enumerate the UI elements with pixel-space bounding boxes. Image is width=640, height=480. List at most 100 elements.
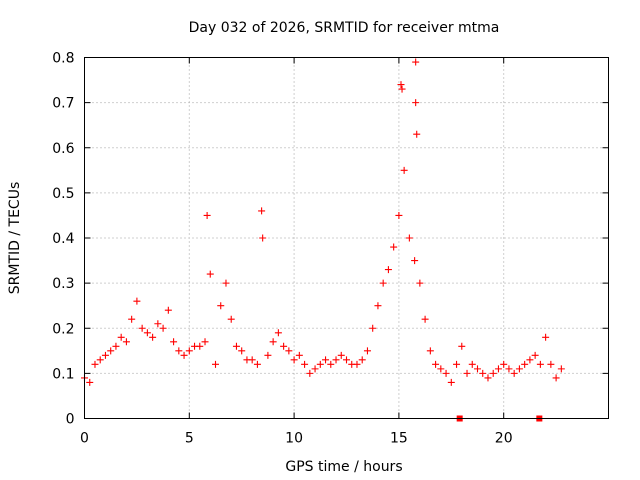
data-point	[374, 302, 382, 310]
data-point	[253, 360, 261, 368]
chart-title: Day 032 of 2026, SRMTID for receiver mtm…	[189, 20, 500, 36]
data-point	[295, 351, 303, 359]
data-point	[505, 365, 513, 373]
data-point	[343, 356, 350, 364]
x-tick-label: 20	[495, 431, 513, 447]
data-point	[322, 356, 330, 364]
y-tick-label: 0	[66, 412, 75, 428]
data-point	[327, 360, 335, 368]
data-point	[426, 347, 434, 355]
axis-ticks: 0 5 10 15 20 0 0.1 0.2 0.3 0.4 0.5 0.6 0.7 0.8	[52, 51, 609, 447]
data-point	[311, 365, 319, 373]
data-point	[474, 365, 481, 373]
data-point	[86, 378, 94, 386]
y-tick-label: 0.4	[52, 231, 74, 247]
data-point	[91, 360, 99, 368]
data-point	[552, 374, 560, 382]
data-point	[143, 329, 151, 337]
data-point	[227, 315, 235, 323]
data-point	[437, 365, 445, 373]
peak-point	[258, 207, 266, 215]
data-point	[101, 351, 109, 359]
data-points	[81, 58, 565, 422]
data-point	[164, 306, 172, 314]
y-tick-label: 0.3	[52, 276, 74, 292]
data-point	[138, 324, 146, 332]
data-point	[479, 369, 487, 377]
data-point	[484, 374, 492, 382]
x-tick-label: 15	[390, 431, 408, 447]
peak-point	[398, 85, 406, 93]
data-point	[180, 351, 188, 359]
data-point	[411, 257, 419, 265]
data-point	[201, 338, 209, 346]
data-point	[515, 365, 523, 373]
data-point	[301, 360, 309, 368]
data-point	[238, 347, 246, 355]
data-point	[557, 365, 565, 373]
data-point	[175, 347, 183, 355]
data-point	[206, 270, 214, 278]
data-point	[353, 360, 361, 368]
data-point	[96, 356, 104, 364]
grid	[84, 57, 609, 419]
data-point	[306, 369, 314, 377]
data-point	[463, 369, 471, 377]
data-point	[416, 279, 424, 287]
data-point	[400, 166, 408, 174]
data-point	[149, 333, 157, 341]
y-tick-label: 0.5	[52, 186, 74, 202]
data-point	[494, 365, 502, 373]
data-point	[432, 360, 440, 368]
y-tick-label: 0.2	[52, 321, 74, 337]
y-tick-label: 0.6	[52, 141, 74, 157]
data-point	[212, 360, 219, 368]
peak-point	[203, 211, 211, 219]
data-point	[274, 329, 282, 337]
peak-point	[412, 58, 420, 66]
x-axis-label: GPS time / hours	[285, 459, 402, 475]
data-point	[547, 360, 555, 368]
data-point	[185, 347, 193, 355]
peak-point	[412, 99, 420, 107]
data-point	[531, 351, 539, 359]
data-point	[117, 333, 125, 341]
data-point	[405, 234, 413, 242]
data-point	[133, 297, 141, 305]
data-point	[510, 369, 518, 377]
y-tick-label: 0.8	[52, 51, 74, 67]
peak-point	[397, 81, 405, 89]
plot-frame	[84, 57, 609, 419]
data-point	[536, 360, 544, 368]
y-tick-label: 0.1	[52, 366, 74, 382]
data-point	[107, 347, 115, 355]
x-tick-label: 10	[285, 431, 303, 447]
data-point	[442, 369, 450, 377]
data-point	[526, 356, 534, 364]
data-point	[170, 338, 178, 346]
data-point	[500, 360, 508, 368]
y-tick-label: 0.7	[52, 96, 74, 112]
data-point	[542, 333, 550, 341]
data-point	[363, 347, 371, 355]
data-point	[154, 320, 162, 328]
data-point	[232, 342, 240, 350]
data-point	[128, 315, 136, 323]
data-point	[390, 243, 398, 251]
data-point	[290, 356, 298, 364]
data-point	[332, 356, 340, 364]
data-point	[248, 356, 256, 364]
data-point	[458, 342, 466, 350]
data-point	[384, 266, 392, 274]
data-point	[369, 324, 377, 332]
data-point	[159, 324, 167, 332]
data-point	[122, 338, 130, 346]
data-point	[259, 234, 267, 242]
data-point	[196, 342, 204, 350]
peak-point	[413, 130, 421, 138]
x-tick-label: 5	[185, 431, 194, 447]
data-point	[358, 356, 366, 364]
data-point	[337, 351, 345, 359]
data-point	[468, 360, 476, 368]
